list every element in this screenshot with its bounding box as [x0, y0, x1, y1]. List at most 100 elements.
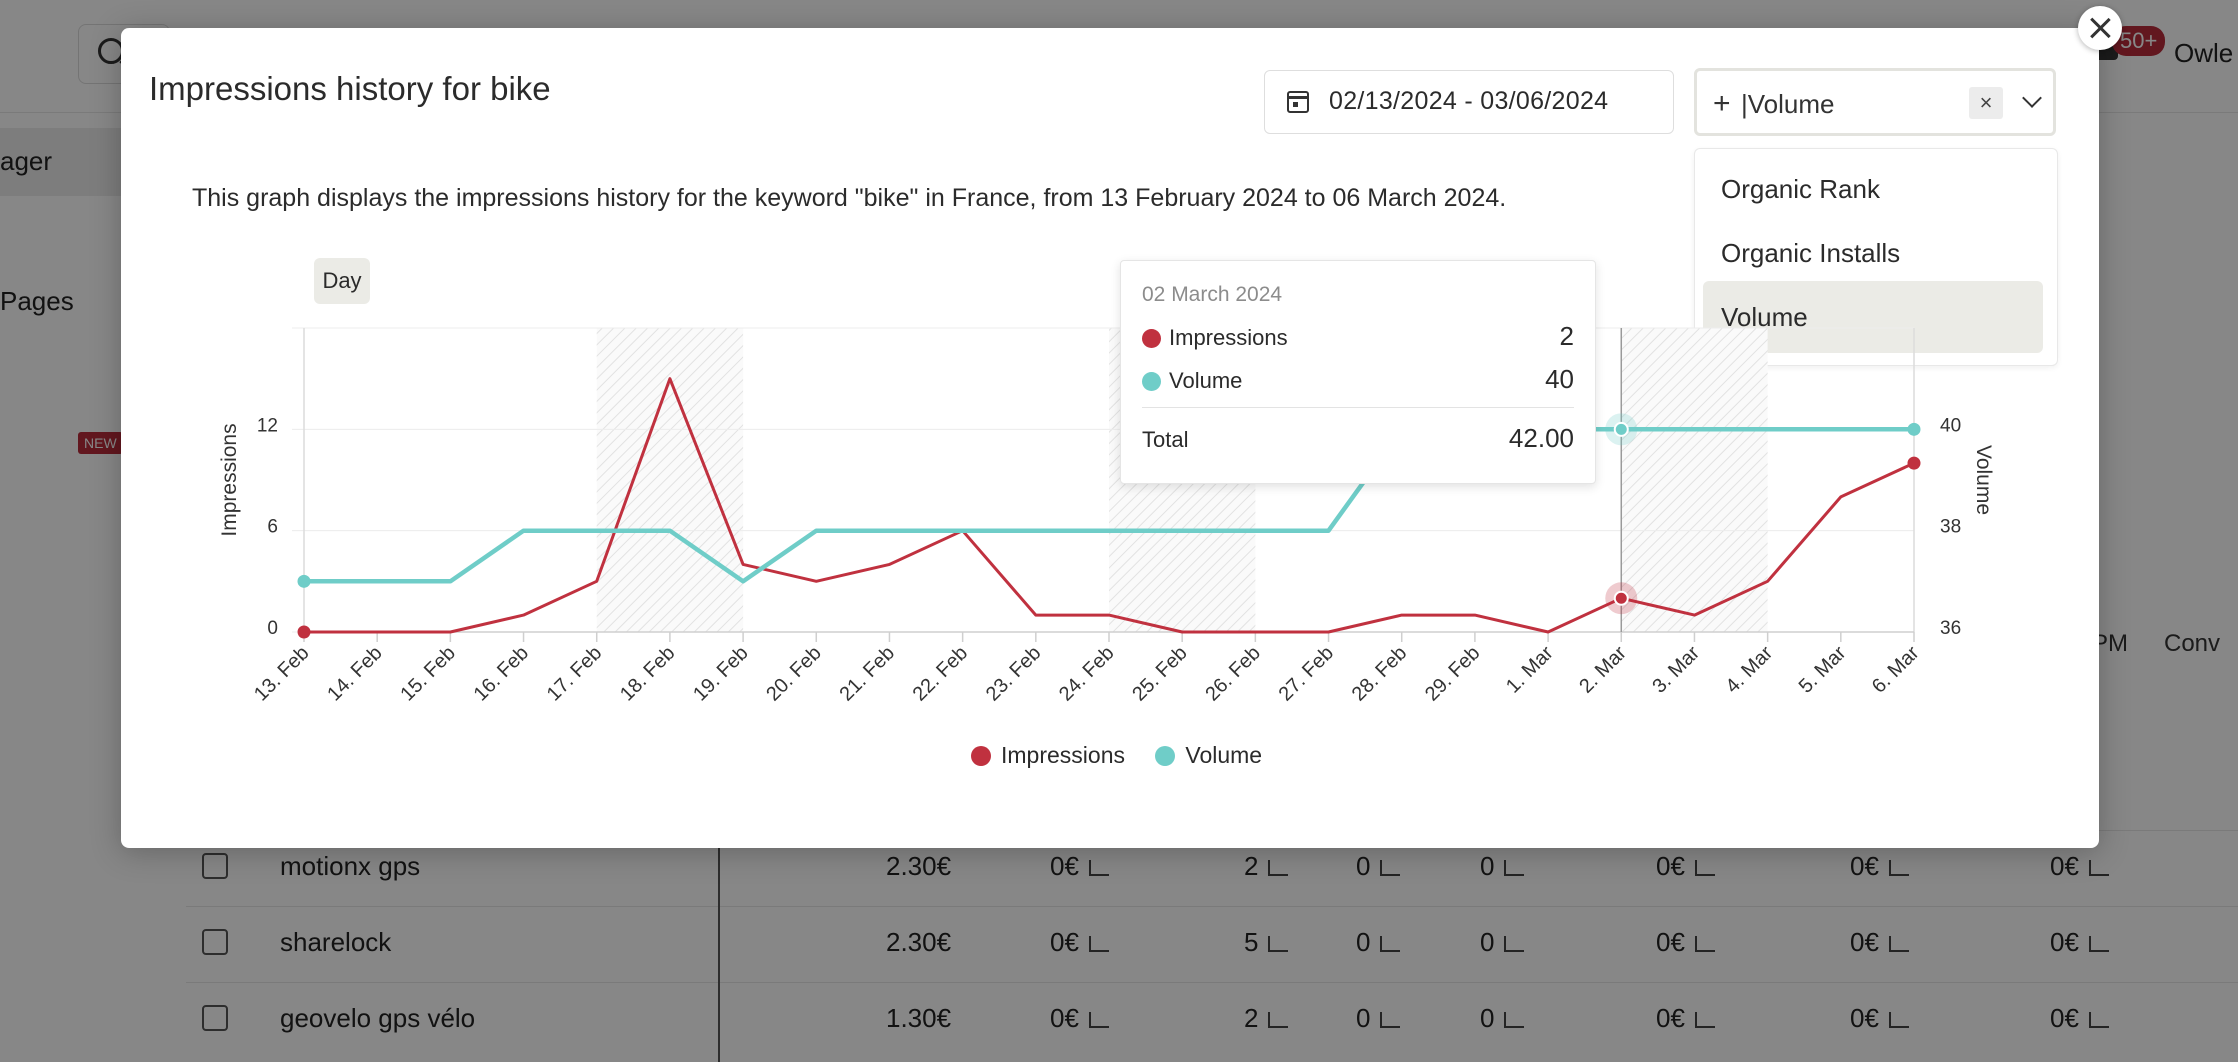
- chart-icon[interactable]: [1268, 860, 1289, 876]
- cell-value: 0€: [1656, 851, 1685, 881]
- chart-legend: Impressions Volume: [971, 742, 1286, 769]
- chart-icon[interactable]: [1504, 860, 1525, 876]
- series-point: [1907, 422, 1921, 436]
- tooltip-row-total: Total 42.00: [1142, 423, 1574, 453]
- cell-value: 0€: [1850, 1003, 1879, 1033]
- cell-value: 2: [1244, 851, 1259, 881]
- x-tick-label: 5. Mar: [1795, 642, 1851, 698]
- cell-value: 0: [1356, 851, 1371, 881]
- cell-value: 2.30€: [886, 851, 952, 881]
- cell-value: 2.30€: [886, 927, 952, 957]
- chart-icon[interactable]: [1888, 860, 1909, 876]
- chart-icon[interactable]: [1504, 1012, 1525, 1028]
- keyword-cell: geovelo gps vélo: [280, 1003, 476, 1033]
- chart-icon[interactable]: [1694, 936, 1715, 952]
- series-line-impressions: [304, 377, 1915, 634]
- x-tick-label: 28. Feb: [1348, 642, 1412, 706]
- cell-value: 0€: [2050, 927, 2079, 957]
- y-left-tick-label: 12: [257, 415, 278, 436]
- x-tick-label: 24. Feb: [1055, 642, 1119, 706]
- date-range-picker[interactable]: 02/13/2024 - 03/06/2024: [1264, 70, 1674, 134]
- user-name[interactable]: Owle: [2174, 38, 2234, 68]
- cell-value: 0€: [1050, 851, 1079, 881]
- cell-value: 0€: [1656, 927, 1685, 957]
- series-point: [1907, 456, 1921, 470]
- x-tick-label: 25. Feb: [1128, 642, 1192, 706]
- x-tick-label: 19. Feb: [689, 642, 753, 706]
- chart-icon[interactable]: [2088, 860, 2109, 876]
- chart-icon[interactable]: [1088, 936, 1109, 952]
- chart-icon[interactable]: [1694, 860, 1715, 876]
- x-tick-label: 29. Feb: [1421, 642, 1485, 706]
- table-row[interactable]: sharelock 2.30€ 0€ 5 0 0 0€ 0€ 0€: [186, 906, 2238, 981]
- close-modal-button[interactable]: [2078, 6, 2122, 50]
- date-range-value: 02/13/2024 - 03/06/2024: [1329, 87, 1609, 115]
- modal-title: Impressions history for bike: [149, 70, 551, 107]
- chart-icon[interactable]: [1088, 1012, 1109, 1028]
- sidebar-item-label[interactable]: ager: [0, 146, 53, 176]
- y-left-tick-label: 6: [267, 517, 278, 538]
- new-badge: NEW: [78, 432, 123, 454]
- x-tick-label: 17. Feb: [543, 642, 607, 706]
- legend-item-impressions[interactable]: Impressions: [971, 742, 1125, 769]
- table-header[interactable]: Conv: [2164, 630, 2221, 657]
- chart-icon[interactable]: [1380, 860, 1401, 876]
- metric-search-input[interactable]: |Volume: [1741, 89, 1835, 119]
- cell-value: 1.30€: [886, 1003, 952, 1033]
- chart-icon[interactable]: [2088, 1012, 2109, 1028]
- cell-value: 0€: [2050, 851, 2079, 881]
- volume-dot-icon: [1155, 746, 1176, 766]
- chart-icon[interactable]: [1380, 1012, 1401, 1028]
- cell-value: 0€: [1850, 927, 1879, 957]
- chart-tooltip: 02 March 2024 Impressions 2 Volume 40 To…: [1120, 260, 1596, 484]
- chart-icon[interactable]: [1888, 936, 1909, 952]
- metric-select[interactable]: + |Volume ×: [1694, 68, 2056, 136]
- x-tick-label: 16. Feb: [470, 642, 534, 706]
- series-point: [297, 625, 311, 639]
- impressions-chart: 0 6 12 36 38 40 Impressions Volume 13. Feb 14. Fe…: [218, 327, 1995, 706]
- row-checkbox[interactable]: [202, 1005, 228, 1031]
- x-tick-label: 13. Feb: [250, 642, 314, 706]
- chart-icon[interactable]: [1380, 936, 1401, 952]
- cell-value: 2: [1244, 1003, 1259, 1033]
- x-tick-label: 22. Feb: [909, 642, 973, 706]
- y-left-axis-title: Impressions: [218, 423, 241, 536]
- chart-icon[interactable]: [2088, 936, 2109, 952]
- chart-icon[interactable]: [1694, 1012, 1715, 1028]
- option-organic-installs[interactable]: Organic Installs: [1721, 238, 1901, 268]
- x-tick-label: 21. Feb: [835, 642, 899, 706]
- legend-item-volume[interactable]: Volume: [1155, 742, 1262, 769]
- tooltip-value: 40: [1545, 364, 1574, 394]
- weekend-band: [1621, 328, 1768, 632]
- impressions-dot-icon: [971, 746, 991, 766]
- x-tick-label: 15. Feb: [396, 642, 460, 706]
- tooltip-label: Impressions: [1169, 325, 1288, 350]
- cell-value: 0€: [1656, 1003, 1685, 1033]
- sidebar-item-label[interactable]: Pages: [0, 286, 74, 316]
- x-tick-label: 6. Mar: [1868, 642, 1924, 698]
- chart-icon[interactable]: [1504, 936, 1525, 952]
- tooltip-date: 02 March 2024: [1142, 283, 1283, 306]
- row-checkbox[interactable]: [202, 853, 228, 879]
- cell-value: 0: [1480, 1003, 1495, 1033]
- series-line-volume: [304, 427, 1914, 584]
- hover-point: [1613, 421, 1629, 437]
- chart-icon[interactable]: [1088, 860, 1109, 876]
- chart-icon[interactable]: [1268, 936, 1289, 952]
- tooltip-row-volume: Volume 40: [1142, 364, 1574, 394]
- clear-icon[interactable]: ×: [1969, 87, 2003, 119]
- chart-icon[interactable]: [1888, 1012, 1909, 1028]
- y-right-tick-label: 38: [1940, 517, 1961, 538]
- chart-icon[interactable]: [1268, 1012, 1289, 1028]
- cell-value: 0: [1356, 927, 1371, 957]
- table-row[interactable]: geovelo gps vélo 1.30€ 0€ 2 0 0 0€ 0€ 0€: [186, 982, 2238, 1057]
- volume-dot-icon: [1142, 372, 1161, 391]
- row-checkbox[interactable]: [202, 929, 228, 955]
- plus-icon: +: [1713, 87, 1731, 120]
- option-organic-rank[interactable]: Organic Rank: [1721, 174, 1880, 204]
- x-tick-label: 3. Mar: [1648, 642, 1704, 698]
- y-right-axis-title: Volume: [1972, 445, 1995, 515]
- weekend-band: [596, 328, 744, 632]
- impressions-history-modal: Impressions history for bike 02/13/2024 …: [121, 28, 2099, 848]
- granularity-day-button[interactable]: Day: [314, 258, 370, 304]
